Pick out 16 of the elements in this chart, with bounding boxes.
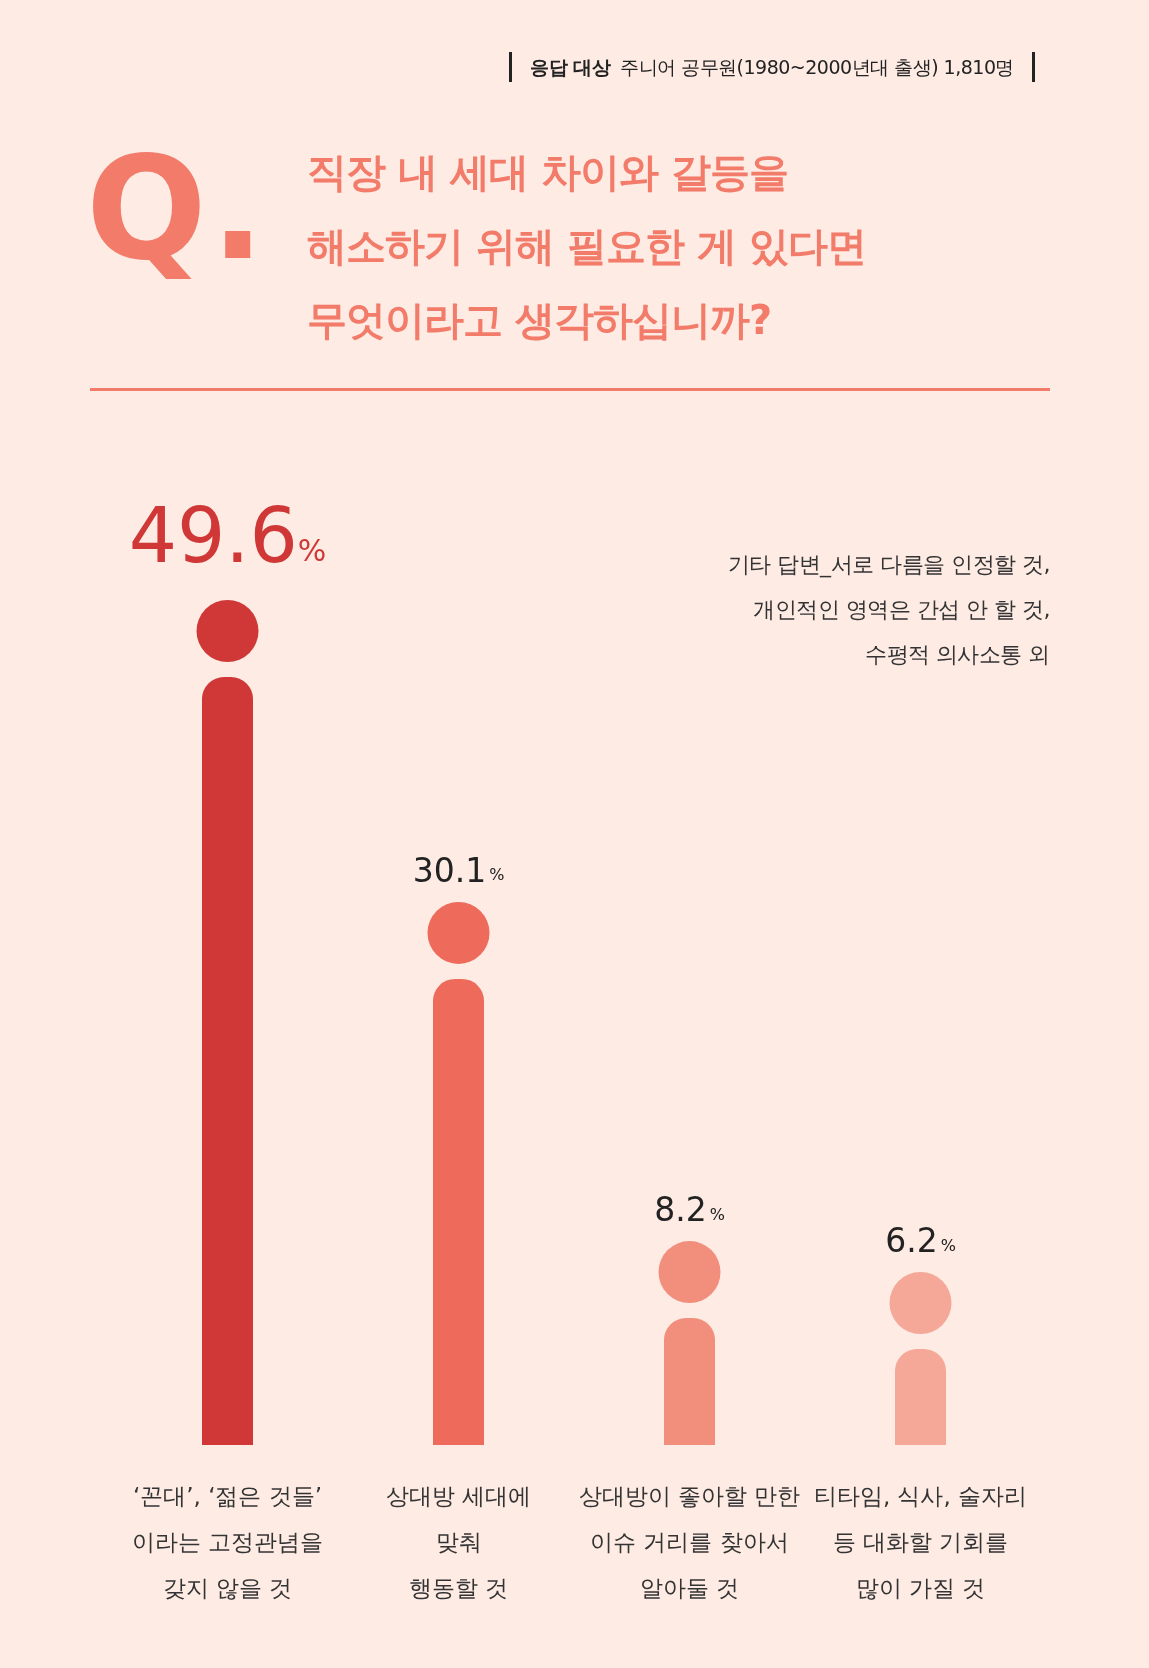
bar (202, 677, 253, 1445)
x-tick-label: 티타임, 식사, 술자리 등 대화할 기회를 많이 가질 것 (813, 1483, 1028, 1601)
data-label: 49.6% (128, 490, 327, 580)
x-tick-label: 상대방 세대에 맞춰 행동할 것 (385, 1483, 532, 1601)
x-tick-label: ‘꼰대’, ‘젊은 것들’ 이라는 고정관념을 갖지 않을 것 (131, 1483, 324, 1601)
bar (895, 1349, 946, 1445)
data-label: 6.2% (885, 1221, 956, 1260)
data-label: 8.2% (654, 1190, 725, 1230)
chart-subtitle: 응답 대상 주니어 공무원(1980~2000년대 출생) 1,810명 (509, 52, 1035, 82)
data-label: 30.1% (412, 850, 505, 890)
bar (664, 1318, 715, 1445)
chart-title: 직장 내 세대 차이와 갈등을 해소하기 위해 필요한 게 있다면 무엇이라고 생각하십니까? (307, 148, 866, 345)
text: Q. (86, 125, 269, 293)
bar (433, 978, 484, 1445)
text: 기타 답변_서로 다름을 인정할 것, 개인적인 영역은 간섭 안 할 것, 수평적 의사소통 외 (727, 551, 1050, 669)
x-tick-label: 상대방이 좋아할 만한 이슈 거리를 찾아서 알아둘 것 (578, 1483, 801, 1601)
